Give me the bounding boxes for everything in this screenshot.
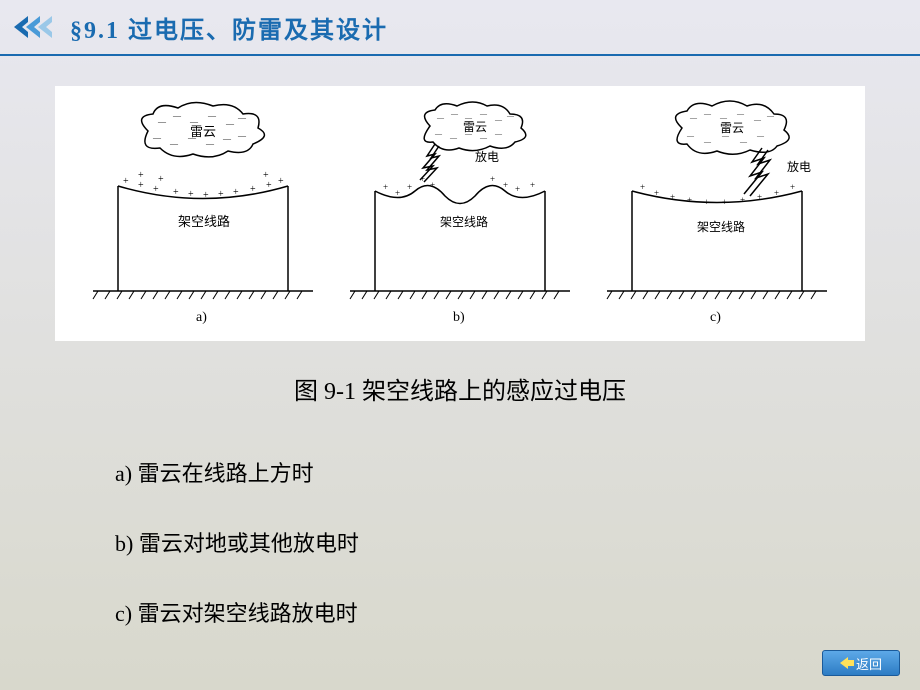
svg-text:—: — (449, 134, 458, 142)
svg-text:—: — (436, 114, 445, 122)
svg-text:—: — (157, 117, 167, 126)
svg-text:+: + (515, 184, 520, 194)
svg-text:+: + (670, 192, 675, 202)
svg-text:—: — (686, 132, 695, 140)
svg-text:—: — (207, 111, 217, 120)
svg-text:+: + (173, 187, 179, 198)
diagram-b: ——— ——— ——— —— 雷云 放电 +++ ++ +++ + (335, 96, 585, 326)
item-a: a) 雷云在线路上方时 (115, 456, 920, 488)
back-arrow-icon (840, 657, 854, 669)
item-c: c) 雷云对架空线路放电时 (115, 596, 920, 628)
header-arrows-icon (0, 0, 70, 55)
back-button[interactable]: 返回 (822, 650, 900, 676)
svg-text:+: + (722, 197, 727, 207)
svg-text:—: — (172, 111, 182, 120)
svg-text:—: — (703, 110, 712, 118)
diagram-c: ——— ——— ——— —— 雷云 放电 +++ +++ +++ + (592, 96, 842, 326)
svg-text:+: + (530, 180, 535, 190)
svg-text:—: — (689, 114, 698, 122)
svg-text:+: + (420, 174, 425, 184)
svg-text:—: — (237, 131, 247, 140)
svg-text:+: + (188, 189, 194, 200)
svg-text:+: + (654, 188, 659, 198)
line-label: 架空线路 (440, 214, 488, 229)
svg-text:—: — (479, 110, 488, 118)
svg-text:—: — (205, 139, 215, 148)
discharge-label: 放电 (475, 149, 499, 164)
panel-label-a: a) (196, 310, 207, 325)
svg-text:+: + (123, 176, 129, 187)
svg-text:+: + (158, 174, 164, 185)
svg-text:+: + (395, 188, 400, 198)
svg-text:—: — (766, 112, 775, 120)
svg-text:+: + (138, 180, 144, 191)
discharge-label: 放电 (787, 159, 811, 174)
svg-text:+: + (218, 189, 224, 200)
diagram-a: ——— ——— ——— ——— 雷云 +++ ++ +++ +++ +++ 架空… (78, 96, 328, 326)
svg-text:—: — (739, 138, 748, 146)
cloud-label: 雷云 (463, 120, 487, 134)
cloud-label: 雷云 (190, 124, 216, 139)
svg-text:—: — (225, 119, 235, 128)
line-label: 架空线路 (178, 214, 230, 229)
line-label: 架空线路 (697, 219, 745, 234)
svg-text:—: — (494, 130, 503, 138)
svg-text:+: + (278, 176, 284, 187)
svg-text:—: — (222, 134, 232, 143)
svg-text:—: — (450, 110, 459, 118)
svg-text:+: + (383, 182, 388, 192)
svg-text:+: + (503, 180, 508, 190)
svg-text:+: + (704, 197, 709, 207)
svg-text:—: — (237, 113, 247, 122)
svg-text:+: + (740, 195, 745, 205)
svg-text:+: + (407, 182, 412, 192)
panel-label-b: b) (453, 310, 465, 325)
back-label: 返回 (856, 654, 882, 673)
svg-text:—: — (479, 134, 488, 142)
svg-text:—: — (756, 132, 765, 140)
svg-text:+: + (138, 170, 144, 181)
svg-text:+: + (203, 190, 209, 201)
svg-text:+: + (263, 170, 269, 181)
svg-text:+: + (490, 174, 495, 184)
svg-text:—: — (703, 138, 712, 146)
panel-label-c: c) (710, 310, 721, 325)
item-b: b) 雷云对地或其他放电时 (115, 526, 920, 558)
svg-text:+: + (757, 192, 762, 202)
svg-text:—: — (736, 110, 745, 118)
svg-text:+: + (250, 184, 256, 195)
svg-text:—: — (152, 133, 162, 142)
svg-text:+: + (790, 182, 795, 192)
figure-panel: ——— ——— ——— ——— 雷云 +++ ++ +++ +++ +++ 架空… (55, 86, 865, 341)
figure-caption: 图 9-1 架空线路上的感应过电压 (0, 371, 920, 406)
svg-text:—: — (434, 130, 443, 138)
svg-text:+: + (233, 187, 239, 198)
section-title: §9.1 过电压、防雷及其设计 (70, 10, 388, 45)
header-bar: §9.1 过电压、防雷及其设计 (0, 0, 920, 56)
cloud-label: 雷云 (720, 121, 744, 135)
svg-text:+: + (430, 180, 435, 190)
svg-text:+: + (640, 182, 645, 192)
svg-text:+: + (266, 180, 272, 191)
svg-text:—: — (169, 139, 179, 148)
svg-text:—: — (494, 116, 503, 124)
svg-text:+: + (774, 188, 779, 198)
item-list: a) 雷云在线路上方时 b) 雷云对地或其他放电时 c) 雷云对架空线路放电时 (115, 456, 920, 628)
svg-text:—: — (506, 112, 515, 120)
svg-text:+: + (153, 184, 159, 195)
svg-text:—: — (753, 116, 762, 124)
svg-text:+: + (687, 195, 692, 205)
